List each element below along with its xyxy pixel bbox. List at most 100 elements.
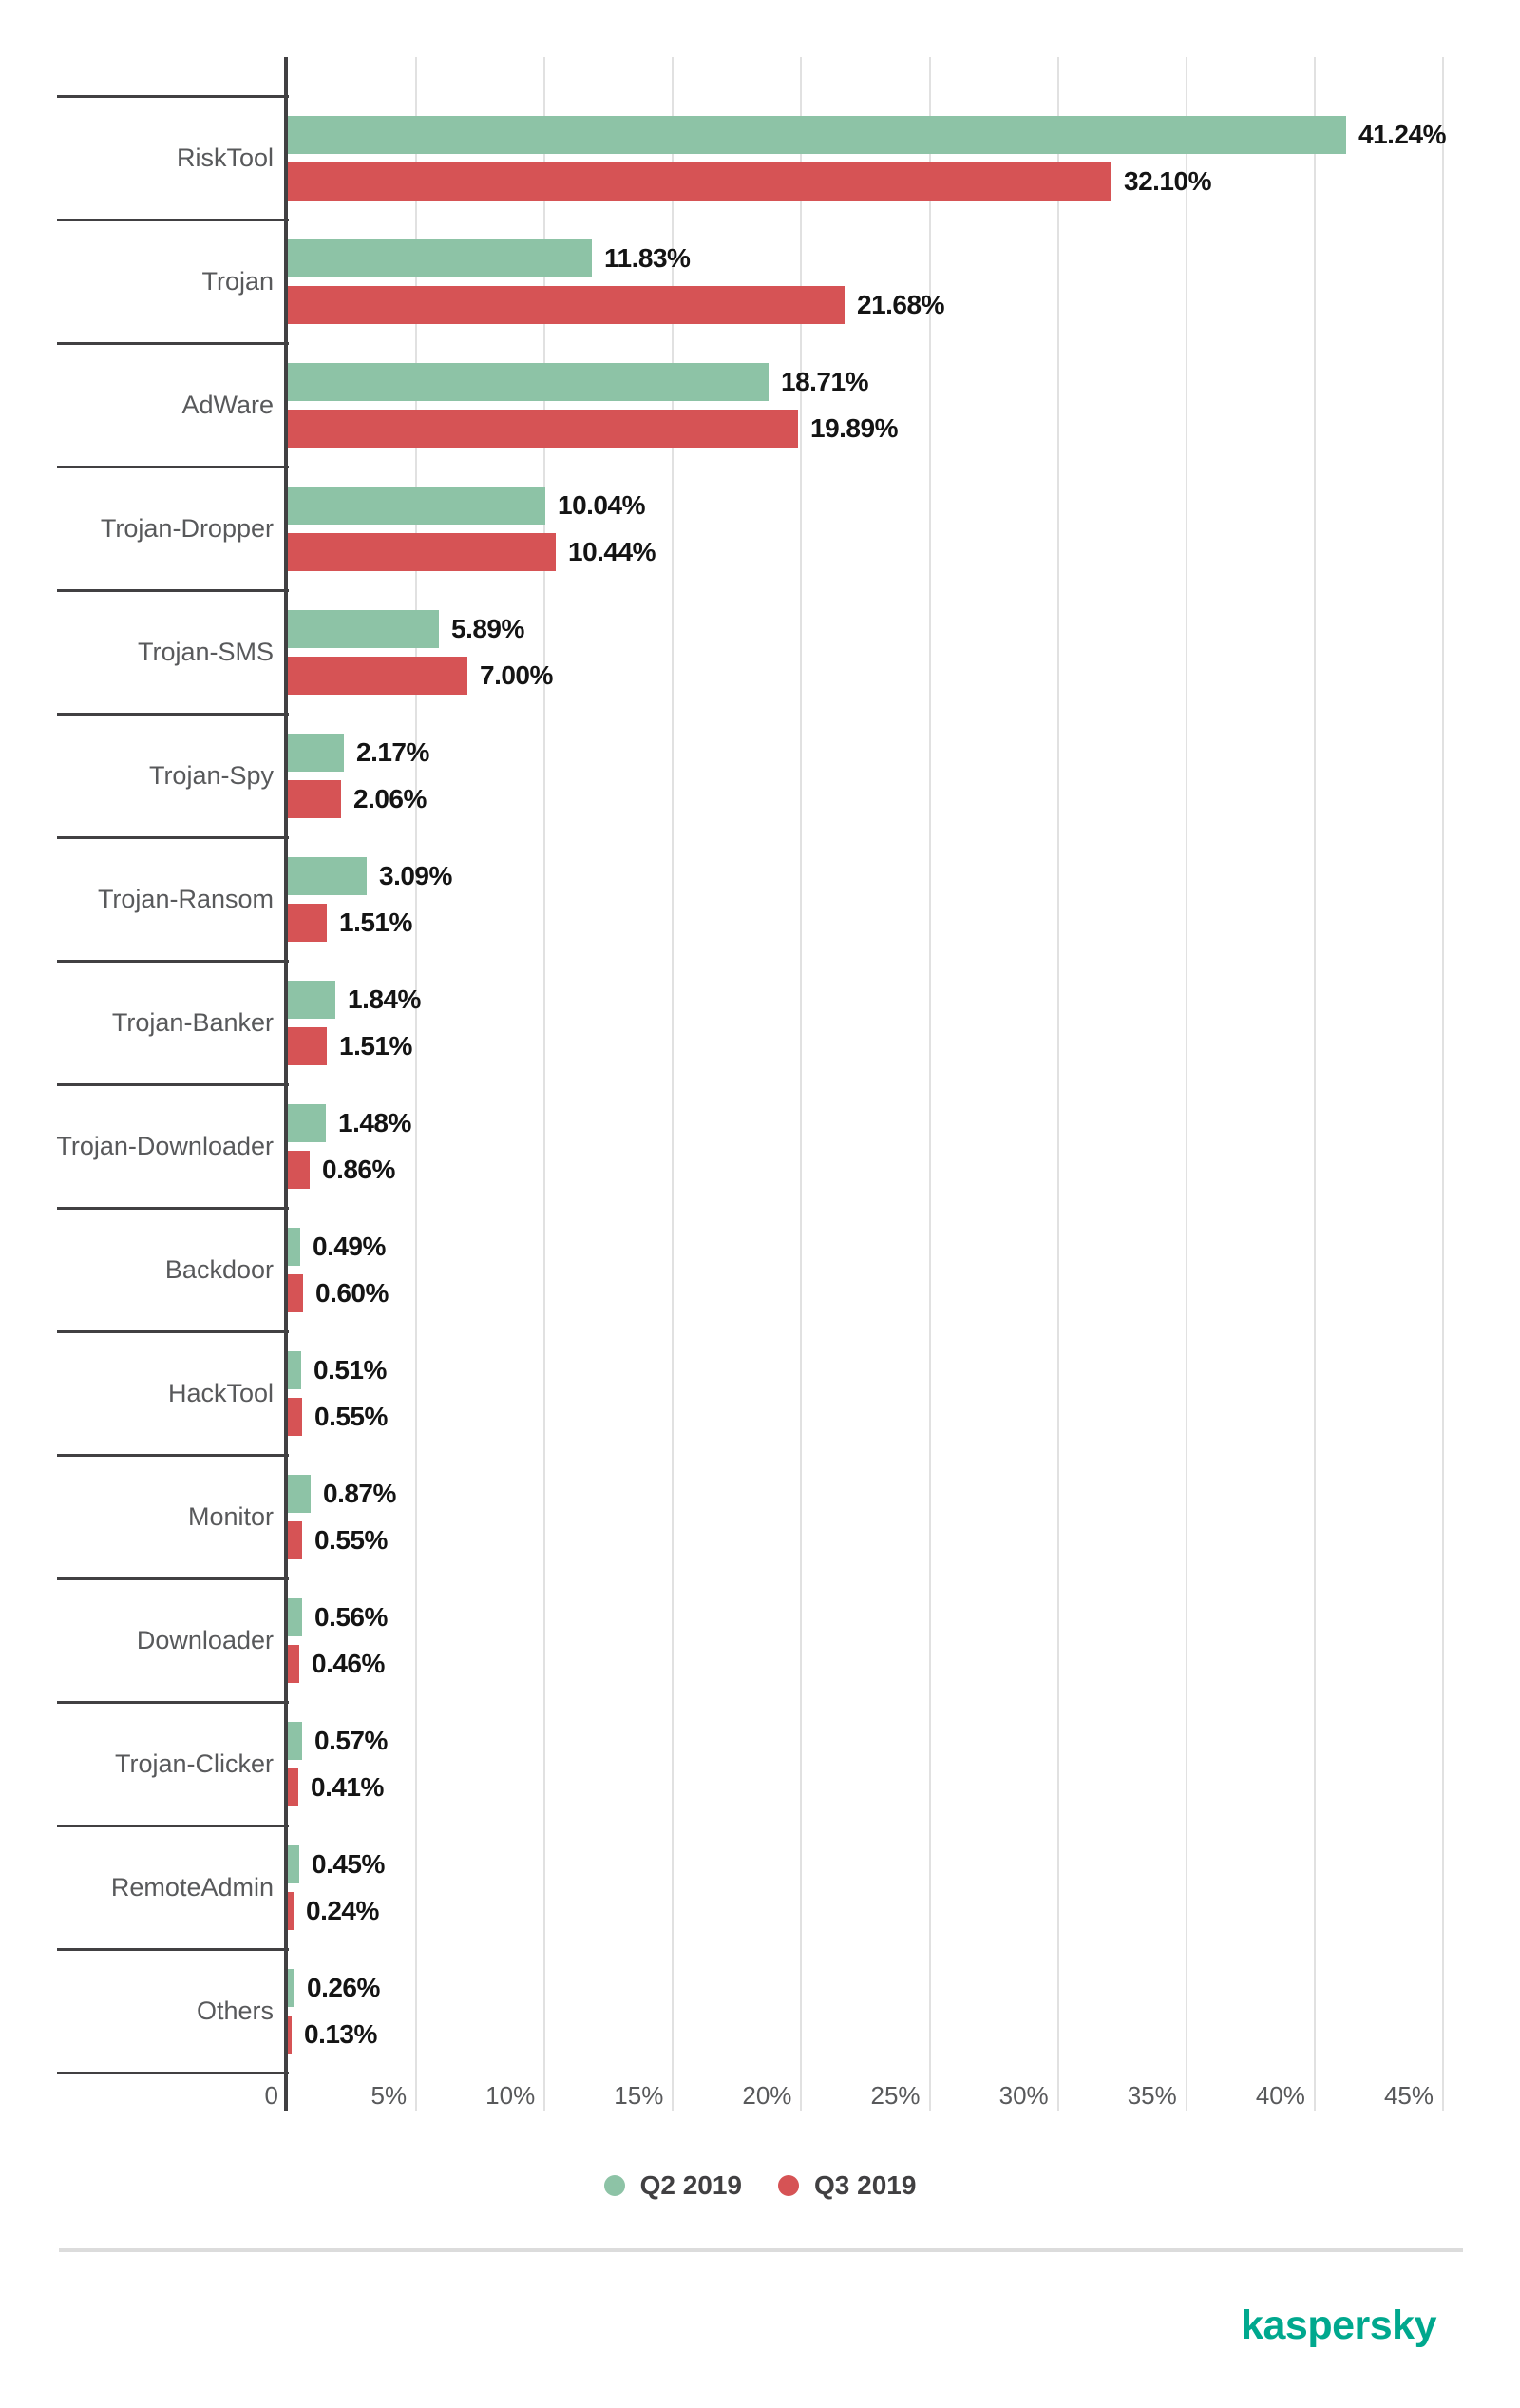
bar-q2 [288,610,439,648]
bar-q2 [288,1722,302,1760]
row-separator [57,1083,289,1086]
row-separator [57,836,289,839]
chart-legend: Q2 2019 Q3 2019 [0,2170,1520,2201]
category-label: Trojan-Dropper [100,514,274,543]
value-label-q3: 1.51% [339,1031,412,1061]
x-tick-label: 35% [1127,2081,1177,2110]
category-label: AdWare [181,391,274,419]
value-label-q2: 0.51% [314,1355,387,1385]
value-label-q3: 0.55% [314,1525,388,1555]
value-label-q2: 3.09% [379,861,452,890]
category-label: Monitor [187,1502,274,1531]
kaspersky-logo: kaspersky [1241,2303,1436,2348]
row-separator [57,219,289,221]
bar-q3 [288,410,798,448]
bar-q3 [288,533,556,571]
value-label-q3: 0.41% [311,1772,384,1802]
value-label-q3: 19.89% [810,413,898,443]
value-label-q2: 10.04% [558,490,645,520]
row-separator [57,342,289,345]
category-label: Trojan-SMS [137,638,274,666]
bar-q2 [288,734,344,772]
value-label-q3: 2.06% [353,784,427,813]
bar-q3 [288,657,467,695]
x-tick-label: 30% [998,2081,1049,2110]
value-label-q3: 21.68% [857,290,944,319]
row-separator [57,95,289,98]
category-label: Others [196,1997,274,2025]
category-label: Trojan-Spy [148,761,274,790]
category-label: Backdoor [164,1255,274,1284]
row-separator [57,1825,289,1827]
value-label-q3: 0.46% [312,1649,385,1678]
row-separator [57,713,289,716]
category-label: Trojan-Clicker [114,1749,274,1778]
bar-q2 [288,239,592,277]
legend-item: Q2 2019 [603,2170,742,2201]
grid-line [672,57,674,2111]
x-tick-label: 45% [1383,2081,1434,2110]
grid-line [800,57,803,2111]
category-label: Downloader [136,1626,274,1654]
value-label-q2: 0.87% [323,1479,396,1508]
value-label-q2: 11.83% [604,243,691,273]
value-label-q3: 1.51% [339,908,412,937]
value-label-q3: 32.10% [1124,166,1211,196]
bar-q2 [288,1228,300,1266]
bar-q2 [288,363,769,401]
grid-line [415,57,418,2111]
bar-q3 [288,1151,310,1189]
category-label: RiskTool [176,143,274,172]
value-label-q2: 18.71% [781,367,868,396]
category-label: Trojan-Banker [111,1008,274,1037]
row-separator [57,1948,289,1951]
bar-q3 [288,1645,299,1683]
value-label-q2: 0.45% [312,1849,385,1879]
bar-q3 [288,1274,303,1312]
value-label-q2: 0.26% [307,1973,380,2002]
bar-q2 [288,1351,301,1389]
x-tick-label: 5% [370,2081,408,2110]
bar-q2 [288,1845,299,1883]
legend-swatch-q2-2019 [603,2175,625,2196]
grid-line [1056,57,1059,2111]
row-separator [57,1577,289,1580]
bar-q3 [288,286,845,324]
footer-divider [59,2248,1463,2252]
value-label-q2: 0.49% [313,1232,386,1261]
row-separator [57,1701,289,1704]
row-separator [57,1330,289,1333]
category-label: RemoteAdmin [110,1873,274,1902]
x-tick-label: 15% [614,2081,664,2110]
value-label-q2: 0.56% [314,1602,388,1632]
bar-q3 [288,162,1112,201]
legend-item: Q3 2019 [778,2170,916,2201]
row-separator [57,589,289,592]
legend-label: Q2 2019 [639,2170,742,2200]
bar-q3 [288,1398,302,1436]
bar-q3 [288,2016,292,2054]
value-label-q2: 1.84% [348,984,421,1014]
value-label-q3: 10.44% [568,537,656,566]
bar-q2 [288,487,545,525]
value-label-q3: 0.55% [314,1402,388,1431]
value-label-q2: 5.89% [451,614,524,643]
category-label: Trojan-Ransom [97,885,274,913]
x-tick-label: 20% [742,2081,792,2110]
bar-q2 [288,1969,294,2007]
value-label-q3: 7.00% [480,660,553,690]
bar-q3 [288,1768,298,1806]
value-label-q2: 2.17% [356,737,429,767]
row-separator [57,960,289,963]
value-label-q2: 41.24% [1358,120,1446,149]
bar-q3 [288,1027,327,1065]
row-separator [57,466,289,468]
category-label: Trojan-Downloader [56,1132,274,1160]
grid-line [928,57,931,2111]
value-label-q3: 0.24% [306,1896,379,1925]
bar-q2 [288,981,335,1019]
x-tick-label: 25% [870,2081,921,2110]
bar-q3 [288,1892,294,1930]
value-label-q2: 0.57% [314,1726,388,1755]
value-label-q2: 1.48% [338,1108,411,1137]
